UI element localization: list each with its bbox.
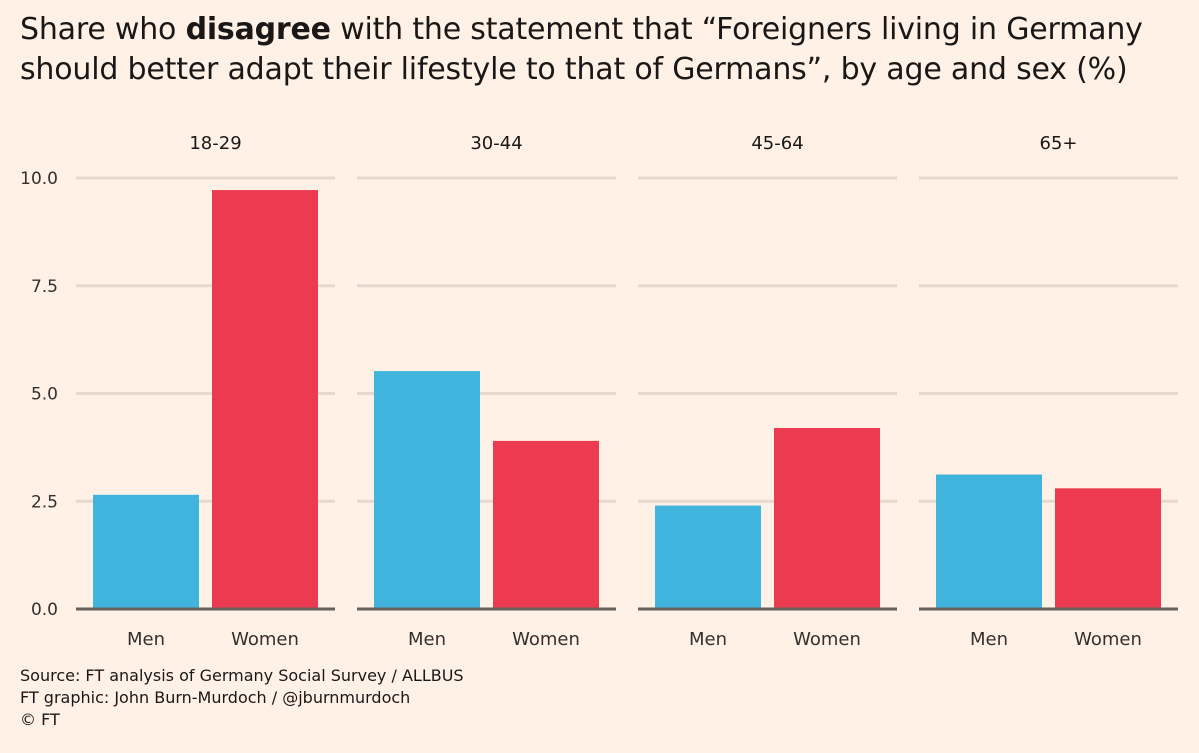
bar-men bbox=[655, 505, 761, 609]
x-category-label: Men bbox=[408, 629, 446, 650]
y-tick-label: 10.0 bbox=[20, 169, 58, 189]
bar-women bbox=[212, 190, 318, 609]
x-category-label: Women bbox=[512, 629, 580, 650]
source-notes: Source: FT analysis of Germany Social Su… bbox=[20, 665, 464, 731]
y-tick-label: 2.5 bbox=[31, 492, 58, 512]
x-category-label: Men bbox=[127, 629, 165, 650]
x-category-label: Women bbox=[231, 629, 299, 650]
panel-label: 30-44 bbox=[470, 133, 522, 154]
panel-label: 45-64 bbox=[751, 133, 803, 154]
title-emphasis: disagree bbox=[185, 12, 331, 47]
x-category-label: Women bbox=[1074, 629, 1142, 650]
chart-title: Share who disagree with the statement th… bbox=[20, 10, 1190, 90]
source-line: Source: FT analysis of Germany Social Su… bbox=[20, 666, 464, 685]
x-category-label: Women bbox=[793, 629, 861, 650]
title-suffix: with the statement that “Foreigners livi… bbox=[20, 12, 1143, 87]
panel-label: 18-29 bbox=[189, 133, 241, 154]
y-tick-label: 5.0 bbox=[31, 385, 58, 405]
y-tick-label: 0.0 bbox=[31, 600, 58, 620]
credit-line: FT graphic: John Burn-Murdoch / @jburnmu… bbox=[20, 688, 411, 707]
bar-women bbox=[774, 427, 880, 609]
panel-label: 65+ bbox=[1040, 133, 1078, 154]
bar-women bbox=[1055, 488, 1161, 609]
bar-men bbox=[374, 371, 480, 609]
title-prefix: Share who bbox=[20, 12, 186, 47]
bar-men bbox=[93, 494, 199, 609]
bar-women bbox=[493, 440, 599, 609]
x-category-label: Men bbox=[970, 629, 1008, 650]
y-tick-label: 7.5 bbox=[31, 277, 58, 297]
copyright-line: © FT bbox=[20, 710, 60, 729]
bar-men bbox=[936, 474, 1042, 609]
x-category-label: Men bbox=[689, 629, 727, 650]
